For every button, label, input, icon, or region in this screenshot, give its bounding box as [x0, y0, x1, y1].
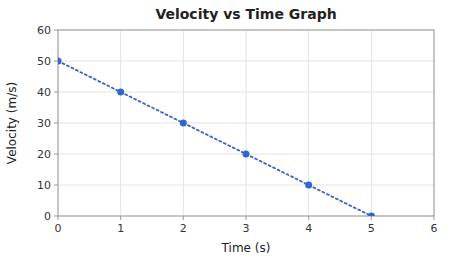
tick-x: [58, 216, 59, 220]
tick-x: [183, 216, 184, 220]
grid: [58, 30, 434, 216]
tick-label-x: 3: [243, 222, 250, 235]
tick-y: [54, 123, 58, 124]
tick-y: [54, 61, 58, 62]
plot-frame: [58, 30, 434, 216]
tick-y: [54, 216, 58, 217]
tick-x: [371, 216, 372, 220]
tick-y: [54, 30, 58, 31]
x-axis-label: Time (s): [221, 241, 271, 255]
grid-line-y: [58, 61, 434, 62]
tick-label-x: 1: [117, 222, 124, 235]
grid-line-y: [58, 123, 434, 124]
grid-line-y: [58, 92, 434, 93]
line: [58, 61, 371, 216]
grid-line-y: [58, 185, 434, 186]
tick-label-y: 40: [37, 86, 51, 99]
chart: 01234560102030405060Velocity vs Time Gra…: [0, 0, 450, 260]
tick-label-x: 4: [305, 222, 312, 235]
tick-x: [120, 216, 121, 220]
tick-label-y: 30: [37, 117, 51, 130]
tick-label-y: 0: [44, 210, 51, 223]
ticks: 01234560102030405060: [37, 24, 438, 235]
y-axis-label: Velocity (m/s): [5, 82, 19, 164]
tick-x: [308, 216, 309, 220]
tick-label-x: 5: [368, 222, 375, 235]
series: [58, 58, 375, 217]
point: [305, 182, 312, 189]
tick-y: [54, 185, 58, 186]
tick-label-y: 10: [37, 179, 51, 192]
point: [368, 213, 375, 217]
tick-label-x: 6: [431, 222, 438, 235]
tick-y: [54, 154, 58, 155]
title: Velocity vs Time Graph: [155, 6, 336, 22]
point: [117, 89, 124, 96]
tick-label-y: 60: [37, 24, 51, 37]
point: [243, 151, 250, 158]
point: [58, 58, 62, 65]
tick-x: [434, 216, 435, 220]
tick-y: [54, 92, 58, 93]
point: [180, 120, 187, 127]
tick-label-x: 0: [55, 222, 62, 235]
tick-label-y: 20: [37, 148, 51, 161]
tick-x: [246, 216, 247, 220]
tick-label-x: 2: [180, 222, 187, 235]
tick-label-y: 50: [37, 55, 51, 68]
